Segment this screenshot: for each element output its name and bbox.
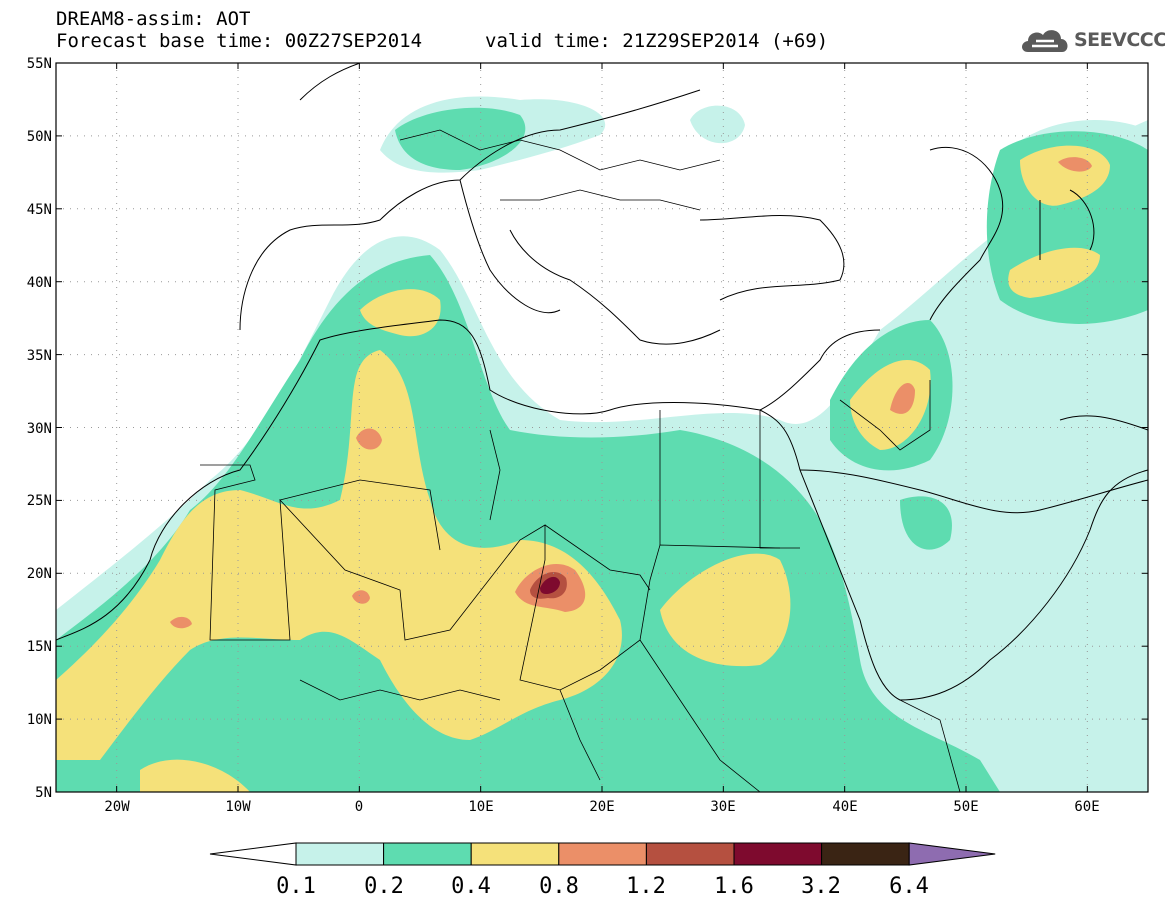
lat-label-25N: 25N — [27, 493, 52, 509]
country-borders — [200, 129, 961, 792]
aot-level-0.4 — [56, 145, 1110, 792]
lat-label-45N: 45N — [27, 202, 52, 218]
colorbar-label-0.4: 0.4 — [451, 874, 491, 899]
map-gridlines — [56, 63, 1148, 792]
cloud-icon — [1022, 30, 1068, 52]
colorbar-label-0.8: 0.8 — [539, 874, 579, 899]
colorbar-cell — [383, 842, 472, 866]
colorbar-label-6.4: 6.4 — [889, 874, 929, 899]
lat-label-5N: 5N — [35, 785, 52, 801]
colorbar-label-3.2: 3.2 — [801, 874, 841, 899]
colorbar-cell — [295, 842, 385, 866]
lat-label-20N: 20N — [27, 566, 52, 582]
colorbar-label-0.1: 0.1 — [276, 874, 316, 899]
lat-label-55N: 55N — [27, 56, 52, 72]
latitude-labels: 55N 50N 45N 40N 35N 30N 25N 20N 15N 10N … — [27, 56, 52, 801]
lon-label-20E: 20E — [589, 799, 614, 815]
colorbar-cell — [558, 842, 647, 866]
lat-label-15N: 15N — [27, 639, 52, 655]
map-title: DREAM8-assim: AOT — [56, 8, 251, 30]
colorbar-label-1.6: 1.6 — [714, 874, 754, 899]
lat-label-30N: 30N — [27, 421, 52, 437]
colorbar-cell — [470, 842, 560, 866]
logo-text: SEEVCCC — [1074, 29, 1165, 51]
lon-label-0: 0 — [355, 799, 363, 815]
lon-label-10W: 10W — [225, 799, 251, 815]
aot-level-1.6 — [540, 576, 560, 594]
colorbar-cell — [645, 842, 735, 866]
lat-label-50N: 50N — [27, 129, 52, 145]
seevccc-logo: SEEVCCC — [1018, 22, 1165, 60]
colorbar-arrow-high — [908, 842, 996, 866]
lat-label-10N: 10N — [27, 712, 52, 728]
colorbar-cell — [821, 842, 910, 866]
lat-label-40N: 40N — [27, 275, 52, 291]
colorbar: 0.1 0.2 0.4 0.8 1.2 1.6 3.2 6.4 — [209, 842, 996, 899]
axis-ticks — [56, 62, 1148, 793]
lon-label-50E: 50E — [953, 799, 978, 815]
colorbar-cell — [733, 842, 823, 866]
lon-label-40E: 40E — [832, 799, 857, 815]
aot-field — [56, 96, 1148, 792]
lon-label-30E: 30E — [710, 799, 735, 815]
colorbar-label-0.2: 0.2 — [364, 874, 404, 899]
lon-label-10E: 10E — [468, 799, 493, 815]
lat-label-35N: 35N — [27, 348, 52, 364]
forecast-base-time: Forecast base time: 00Z27SEP2014 — [56, 30, 423, 52]
colorbar-arrow-low — [209, 842, 297, 866]
lon-label-20W: 20W — [104, 799, 130, 815]
longitude-labels: 20W 10W 0 10E 20E 30E 40E 50E 60E — [104, 799, 1099, 815]
colorbar-label-1.2: 1.2 — [626, 874, 666, 899]
valid-time: valid time: 21Z29SEP2014 (+69) — [485, 30, 829, 52]
lon-label-60E: 60E — [1074, 799, 1099, 815]
